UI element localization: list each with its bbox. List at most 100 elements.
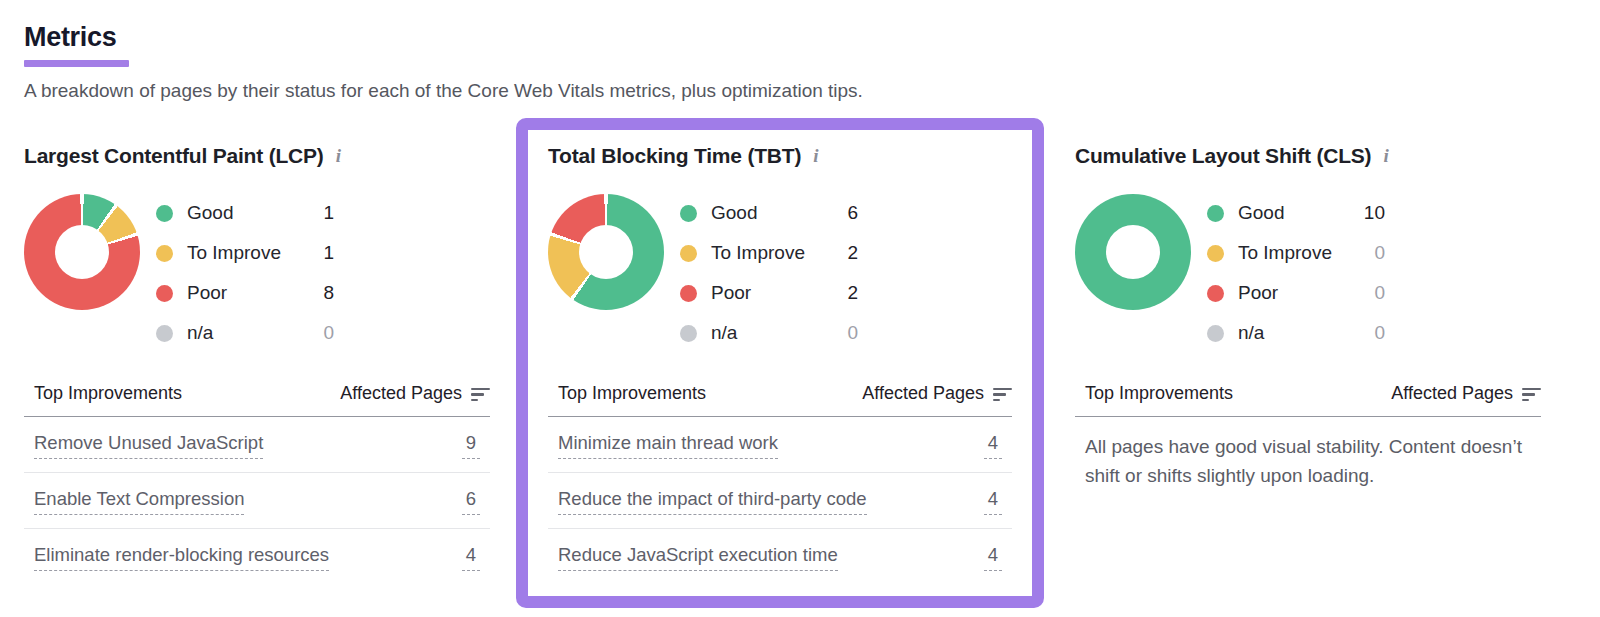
- legend-item-to-improve: To Improve 1: [156, 233, 334, 273]
- tbt-card: Total Blocking Time (TBT) i Good 6: [548, 144, 1012, 584]
- legend-item-poor: Poor 2: [680, 273, 858, 313]
- sort-descending-icon[interactable]: [471, 386, 490, 402]
- legend-value: 0: [1374, 282, 1385, 304]
- tbt-highlight-frame: Total Blocking Time (TBT) i Good 6: [516, 118, 1044, 608]
- table-row: Remove Unused JavaScript 9: [24, 417, 490, 472]
- table-row: Reduce JavaScript execution time 4: [548, 528, 1012, 584]
- legend-label: n/a: [711, 322, 737, 344]
- legend-value: 2: [847, 242, 858, 264]
- good-dot-icon: [156, 205, 173, 222]
- page-title: Metrics: [24, 22, 1576, 53]
- legend-item-good: Good 6: [680, 193, 858, 233]
- poor-dot-icon: [680, 285, 697, 302]
- tbt-improvements-table: Top Improvements Affected Pages Minimize…: [548, 383, 1012, 584]
- legend-label: Poor: [1238, 282, 1278, 304]
- page-subtitle: A breakdown of pages by their status for…: [24, 80, 1576, 102]
- top-improvements-header: Top Improvements: [34, 383, 182, 404]
- improvement-link[interactable]: Reduce the impact of third-party code: [558, 488, 867, 515]
- sort-descending-icon[interactable]: [1522, 386, 1541, 402]
- poor-dot-icon: [156, 285, 173, 302]
- lcp-card-header: Largest Contentful Paint (LCP) i: [24, 144, 490, 168]
- improvement-link[interactable]: Eliminate render-blocking resources: [34, 544, 329, 571]
- lcp-card-title: Largest Contentful Paint (LCP): [24, 144, 324, 168]
- table-row: Minimize main thread work 4: [548, 417, 1012, 472]
- legend-value: 8: [323, 282, 334, 304]
- legend-item-na: n/a 0: [1207, 313, 1385, 353]
- legend-value: 0: [1374, 242, 1385, 264]
- table-header: Top Improvements Affected Pages: [548, 383, 1012, 417]
- na-dot-icon: [156, 325, 173, 342]
- affected-pages-header: Affected Pages: [1391, 383, 1513, 404]
- cls-card: Cumulative Layout Shift (CLS) i Good 10 …: [1075, 118, 1541, 490]
- cls-chart-row: Good 10 To Improve 0 Poor 0: [1075, 192, 1541, 353]
- tbt-card-title: Total Blocking Time (TBT): [548, 144, 801, 168]
- cls-card-title: Cumulative Layout Shift (CLS): [1075, 144, 1371, 168]
- tbt-chart-row: Good 6 To Improve 2 Poor 2: [548, 192, 1012, 353]
- cls-donut-chart: [1075, 194, 1191, 310]
- legend-label: To Improve: [187, 242, 281, 264]
- table-row: Reduce the impact of third-party code 4: [548, 472, 1012, 528]
- cls-legend: Good 10 To Improve 0 Poor 0: [1207, 192, 1385, 353]
- legend-value: 10: [1364, 202, 1385, 224]
- cls-improvements-table: Top Improvements Affected Pages All page…: [1075, 383, 1541, 490]
- tbt-legend: Good 6 To Improve 2 Poor 2: [680, 192, 858, 353]
- table-header: Top Improvements Affected Pages: [24, 383, 490, 417]
- donut-hole: [1106, 225, 1160, 279]
- tbt-donut-chart: [548, 194, 664, 310]
- to-improve-dot-icon: [1207, 245, 1224, 262]
- info-icon[interactable]: i: [1383, 145, 1388, 167]
- na-dot-icon: [680, 325, 697, 342]
- affected-pages-count-link[interactable]: 4: [984, 544, 1002, 571]
- legend-label: Good: [711, 202, 757, 224]
- info-icon[interactable]: i: [813, 145, 818, 167]
- legend-label: Poor: [187, 282, 227, 304]
- legend-label: n/a: [187, 322, 213, 344]
- to-improve-dot-icon: [680, 245, 697, 262]
- lcp-donut-chart: [24, 194, 140, 310]
- legend-item-na: n/a 0: [156, 313, 334, 353]
- good-dot-icon: [1207, 205, 1224, 222]
- improvement-link[interactable]: Remove Unused JavaScript: [34, 432, 263, 459]
- affected-pages-count-link[interactable]: 4: [462, 544, 480, 571]
- lcp-chart-row: Good 1 To Improve 1 Poor 8: [24, 192, 490, 353]
- legend-item-poor: Poor 0: [1207, 273, 1385, 313]
- legend-value: 2: [847, 282, 858, 304]
- to-improve-dot-icon: [156, 245, 173, 262]
- affected-pages-header-group: Affected Pages: [862, 383, 1012, 404]
- affected-pages-header-group: Affected Pages: [340, 383, 490, 404]
- affected-pages-count-link[interactable]: 4: [984, 432, 1002, 459]
- legend-label: To Improve: [711, 242, 805, 264]
- legend-label: Poor: [711, 282, 751, 304]
- improvement-link[interactable]: Minimize main thread work: [558, 432, 778, 459]
- affected-pages-count-link[interactable]: 9: [462, 432, 480, 459]
- legend-value: 1: [323, 242, 334, 264]
- legend-label: To Improve: [1238, 242, 1332, 264]
- cls-all-good-message: All pages have good visual stability. Co…: [1085, 432, 1533, 490]
- improvement-link[interactable]: Reduce JavaScript execution time: [558, 544, 838, 571]
- donut-hole: [55, 225, 109, 279]
- legend-item-good: Good 1: [156, 193, 334, 233]
- legend-label: n/a: [1238, 322, 1264, 344]
- poor-dot-icon: [1207, 285, 1224, 302]
- affected-pages-count-link[interactable]: 6: [462, 488, 480, 515]
- lcp-card: Largest Contentful Paint (LCP) i Good 1 …: [24, 118, 490, 584]
- legend-item-na: n/a 0: [680, 313, 858, 353]
- improvement-link[interactable]: Enable Text Compression: [34, 488, 244, 515]
- legend-value: 0: [1374, 322, 1385, 344]
- info-icon[interactable]: i: [336, 145, 341, 167]
- legend-item-to-improve: To Improve 2: [680, 233, 858, 273]
- affected-pages-header: Affected Pages: [340, 383, 462, 404]
- affected-pages-header-group: Affected Pages: [1391, 383, 1541, 404]
- table-row: Eliminate render-blocking resources 4: [24, 528, 490, 584]
- sort-descending-icon[interactable]: [993, 386, 1012, 402]
- legend-value: 6: [847, 202, 858, 224]
- metrics-section: Metrics A breakdown of pages by their st…: [0, 0, 1600, 608]
- legend-value: 0: [847, 322, 858, 344]
- legend-value: 0: [323, 322, 334, 344]
- affected-pages-count-link[interactable]: 4: [984, 488, 1002, 515]
- affected-pages-header: Affected Pages: [862, 383, 984, 404]
- legend-value: 1: [323, 202, 334, 224]
- table-header: Top Improvements Affected Pages: [1075, 383, 1541, 417]
- top-improvements-header: Top Improvements: [558, 383, 706, 404]
- legend-item-poor: Poor 8: [156, 273, 334, 313]
